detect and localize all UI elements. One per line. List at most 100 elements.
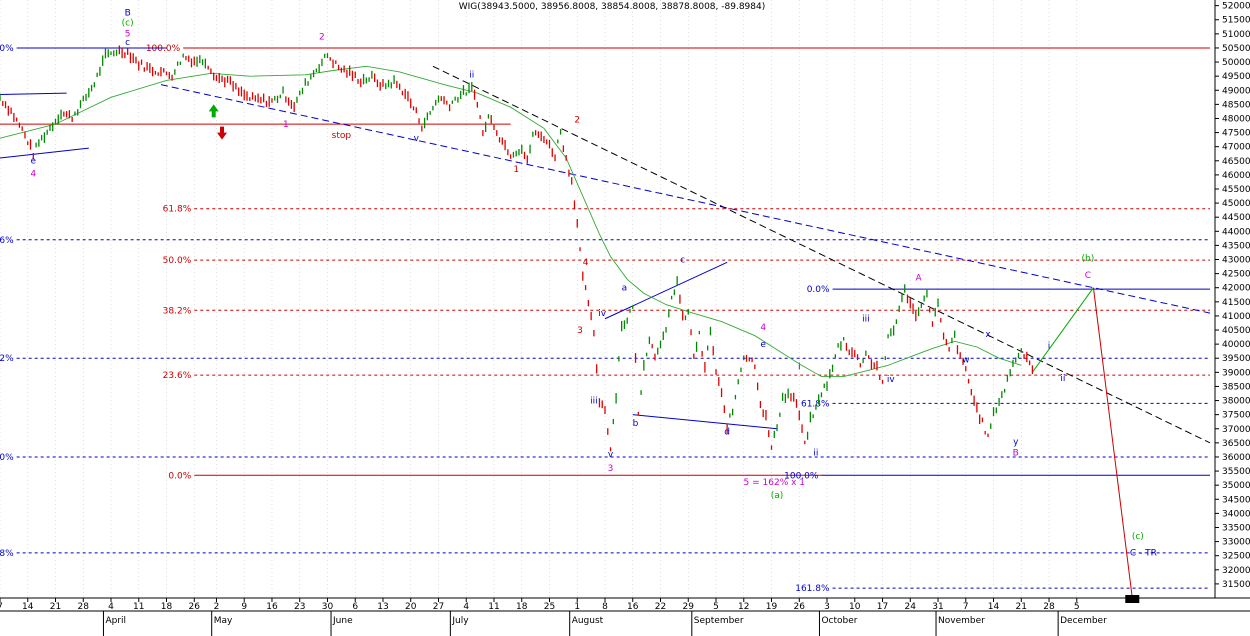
wave-label: w bbox=[962, 355, 969, 365]
y-tick-label: 52000 bbox=[1222, 2, 1250, 12]
y-tick-label: 39500 bbox=[1222, 354, 1250, 364]
x-tick-label: 11 bbox=[133, 602, 144, 612]
trendline bbox=[0, 147, 89, 159]
month-label: May bbox=[214, 616, 233, 626]
x-tick-label: 16 bbox=[627, 602, 639, 612]
x-tick-label: 16 bbox=[266, 602, 278, 612]
wave-label: 2 bbox=[574, 116, 580, 126]
wave-label: iv bbox=[887, 375, 896, 385]
y-tick-label: 36000 bbox=[1222, 453, 1250, 463]
wave-label: d bbox=[724, 427, 730, 437]
x-tick-label: 21 bbox=[50, 602, 61, 612]
x-tick-label: 22 bbox=[655, 602, 666, 612]
wave-label: 2 bbox=[319, 32, 325, 42]
x-tick-label: 21 bbox=[1016, 602, 1027, 612]
x-tick-label: 14 bbox=[22, 602, 34, 612]
x-tick-label: 4 bbox=[463, 602, 469, 612]
x-tick-label: 11 bbox=[488, 602, 499, 612]
x-tick-label: 13 bbox=[377, 602, 388, 612]
wave-label: C - TR bbox=[1130, 549, 1157, 559]
month-label: June bbox=[332, 616, 353, 626]
fib-level-label: 23.6% bbox=[163, 371, 192, 381]
y-tick-label: 39000 bbox=[1222, 368, 1250, 378]
x-tick-label: 6 bbox=[352, 602, 358, 612]
y-tick-label: 46000 bbox=[1222, 171, 1250, 181]
fib-level-label: 50.0% bbox=[0, 453, 14, 463]
y-tick-label: 37500 bbox=[1222, 411, 1250, 421]
y-tick-label: 44000 bbox=[1222, 227, 1250, 237]
y-tick-label: 35500 bbox=[1222, 467, 1250, 477]
y-tick-label: 34500 bbox=[1222, 495, 1250, 505]
x-tick-label: 18 bbox=[516, 602, 528, 612]
fib-level-label: 161.8% bbox=[795, 584, 830, 594]
y-tick-label: 36500 bbox=[1222, 439, 1250, 449]
month-label: December bbox=[1060, 616, 1107, 626]
x-tick-label: 5 bbox=[1074, 602, 1080, 612]
x-tick-label: 8 bbox=[602, 602, 608, 612]
y-tick-label: 34000 bbox=[1222, 509, 1250, 519]
x-tick-label: 7 bbox=[0, 602, 3, 612]
x-tick-label: 25 bbox=[544, 602, 555, 612]
wave-label: i bbox=[798, 363, 801, 373]
y-tick-label: 51000 bbox=[1222, 30, 1250, 40]
wave-label: v bbox=[608, 450, 614, 460]
y-tick-label: 47500 bbox=[1222, 129, 1250, 139]
fib-level-label: 23.6% bbox=[0, 236, 14, 246]
y-tick-label: 46500 bbox=[1222, 157, 1250, 167]
wave-label: ii bbox=[469, 71, 474, 81]
wave-label: x bbox=[985, 330, 991, 340]
y-tick-label: 33500 bbox=[1222, 523, 1250, 533]
trendline bbox=[432, 65, 1211, 444]
wave-label: c bbox=[125, 38, 130, 48]
wave-label: 4 bbox=[583, 258, 589, 268]
month-label: October bbox=[821, 616, 857, 626]
fibonacci-levels: 100.0% 0.0% 61.8% 23.6% 50.0% 0.0% 38.2% 38.2% 2… bbox=[0, 44, 1210, 594]
y-tick-label: 48500 bbox=[1222, 100, 1250, 110]
month-label: July bbox=[451, 616, 469, 626]
wave-label: A bbox=[916, 274, 923, 284]
y-tick-label: 35000 bbox=[1222, 481, 1250, 491]
y-tick-label: 44500 bbox=[1222, 213, 1250, 223]
y-tick-label: 50000 bbox=[1222, 58, 1250, 68]
plot-area bbox=[0, 0, 1215, 598]
fib-level-label: 50.0% bbox=[163, 256, 192, 266]
x-tick-label: 26 bbox=[189, 602, 201, 612]
y-tick-label: 50500 bbox=[1222, 44, 1250, 54]
wave-label: 4 bbox=[760, 323, 766, 333]
y-tick-label: 47000 bbox=[1222, 143, 1250, 153]
fib-level-label: 0.0% bbox=[807, 285, 830, 295]
x-tick-label: 31 bbox=[932, 602, 943, 612]
y-tick-label: 51500 bbox=[1222, 16, 1250, 26]
trendline bbox=[0, 92, 67, 95]
wave-label: (b) bbox=[1082, 254, 1095, 264]
x-tick-label: 9 bbox=[241, 602, 247, 612]
wave-label: C bbox=[1085, 271, 1091, 281]
y-tick-label: 43000 bbox=[1222, 256, 1250, 266]
target-end-marker bbox=[1125, 595, 1140, 603]
y-tick-label: 49500 bbox=[1222, 72, 1250, 82]
price-series bbox=[0, 45, 1034, 452]
y-tick-label: 43500 bbox=[1222, 241, 1250, 251]
trendline bbox=[1092, 287, 1133, 599]
y-tick-label: 45500 bbox=[1222, 185, 1250, 195]
y-tick-label: 32000 bbox=[1222, 566, 1250, 576]
y-tick-label: 49000 bbox=[1222, 86, 1250, 96]
trendlines bbox=[0, 65, 1211, 599]
wave-label: B bbox=[1013, 449, 1019, 459]
wave-label: iv bbox=[598, 309, 607, 319]
arrow-up-icon bbox=[208, 104, 219, 118]
x-tick-label: 17 bbox=[877, 602, 888, 612]
wave-label: B bbox=[125, 9, 131, 19]
y-tick-label: 42000 bbox=[1222, 284, 1250, 294]
moving-average bbox=[0, 65, 1022, 378]
month-label: August bbox=[572, 616, 604, 626]
wave-label: iii bbox=[862, 315, 870, 325]
wave-label: ii bbox=[1060, 374, 1065, 384]
wave-label: c bbox=[680, 255, 685, 265]
y-tick-label: 48000 bbox=[1222, 114, 1250, 124]
x-tick-label: 14 bbox=[988, 602, 1000, 612]
y-tick-label: 33000 bbox=[1222, 538, 1250, 548]
month-label: April bbox=[105, 616, 126, 626]
